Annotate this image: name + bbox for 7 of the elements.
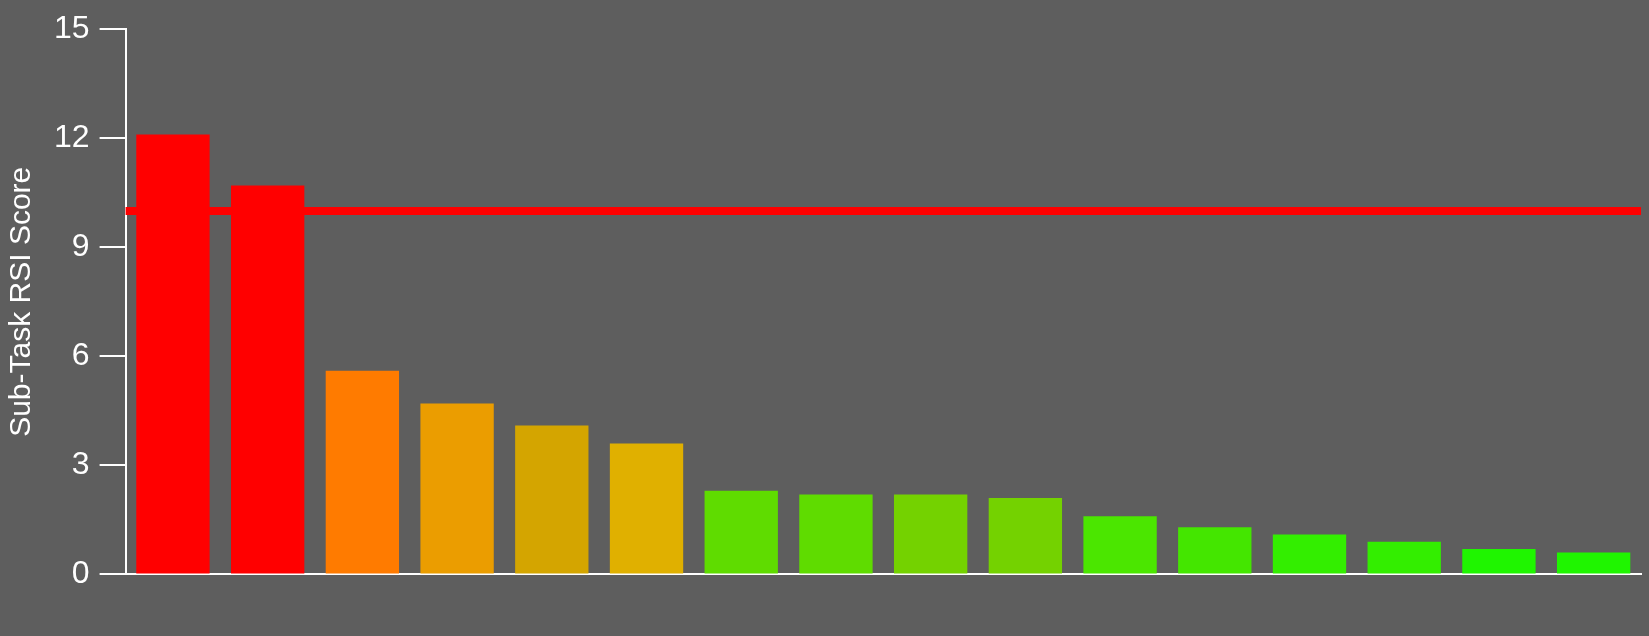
y-tick-label: 9: [71, 227, 90, 264]
y-tick-label: 3: [71, 445, 90, 482]
y-tick-label: 6: [71, 336, 90, 373]
y-tick-label: 0: [71, 554, 90, 591]
y-tick-label: 15: [54, 9, 90, 46]
y-tick-label: 12: [54, 118, 90, 155]
y-axis-title: Sub-Task RSI Score: [3, 166, 37, 437]
